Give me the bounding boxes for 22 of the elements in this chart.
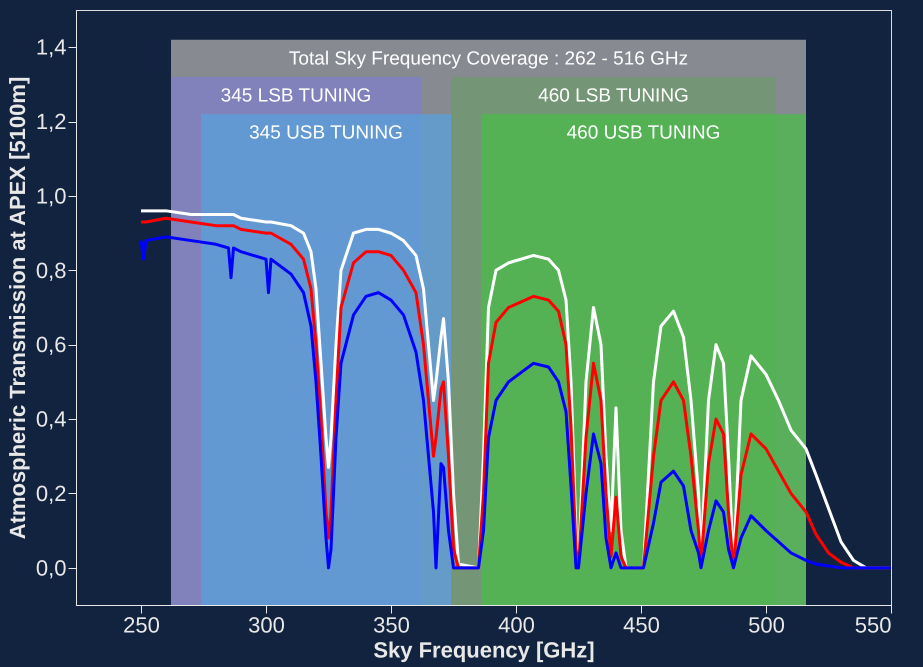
y-tick-label: 1,4 [36,34,66,60]
y-tick-label: 0,2 [36,480,66,506]
y-axis-title: Atmospheric Transmission at APEX [5100m] [4,76,30,540]
x-tick-label: 450 [623,612,660,638]
band-label: 460 USB TUNING [566,122,720,144]
band-label: 460 LSB TUNING [538,86,689,107]
x-tick-label: 400 [498,612,535,638]
x-axis-title: Sky Frequency [GHz] [373,638,595,662]
y-tick-label: 1,0 [36,183,66,208]
band-label: 345 LSB TUNING [220,86,372,107]
x-tick-label: 500 [748,612,785,638]
y-tick-label: 0,8 [36,258,66,283]
x-tick-label: 350 [373,612,410,638]
band-label: 345 USB TUNING [249,122,403,144]
y-tick-label: 0,4 [36,406,66,432]
x-tick-label: 550 [854,612,892,638]
y-tick-label: 0,6 [36,332,66,358]
x-tick-label: 250 [123,612,160,638]
y-tick-label: 1,2 [36,109,66,134]
x-tick-label: 300 [248,612,285,638]
y-tick-label: 0,0 [36,555,66,580]
band-label: Total Sky Frequency Coverage : 262 - 516 GHz [288,48,688,70]
